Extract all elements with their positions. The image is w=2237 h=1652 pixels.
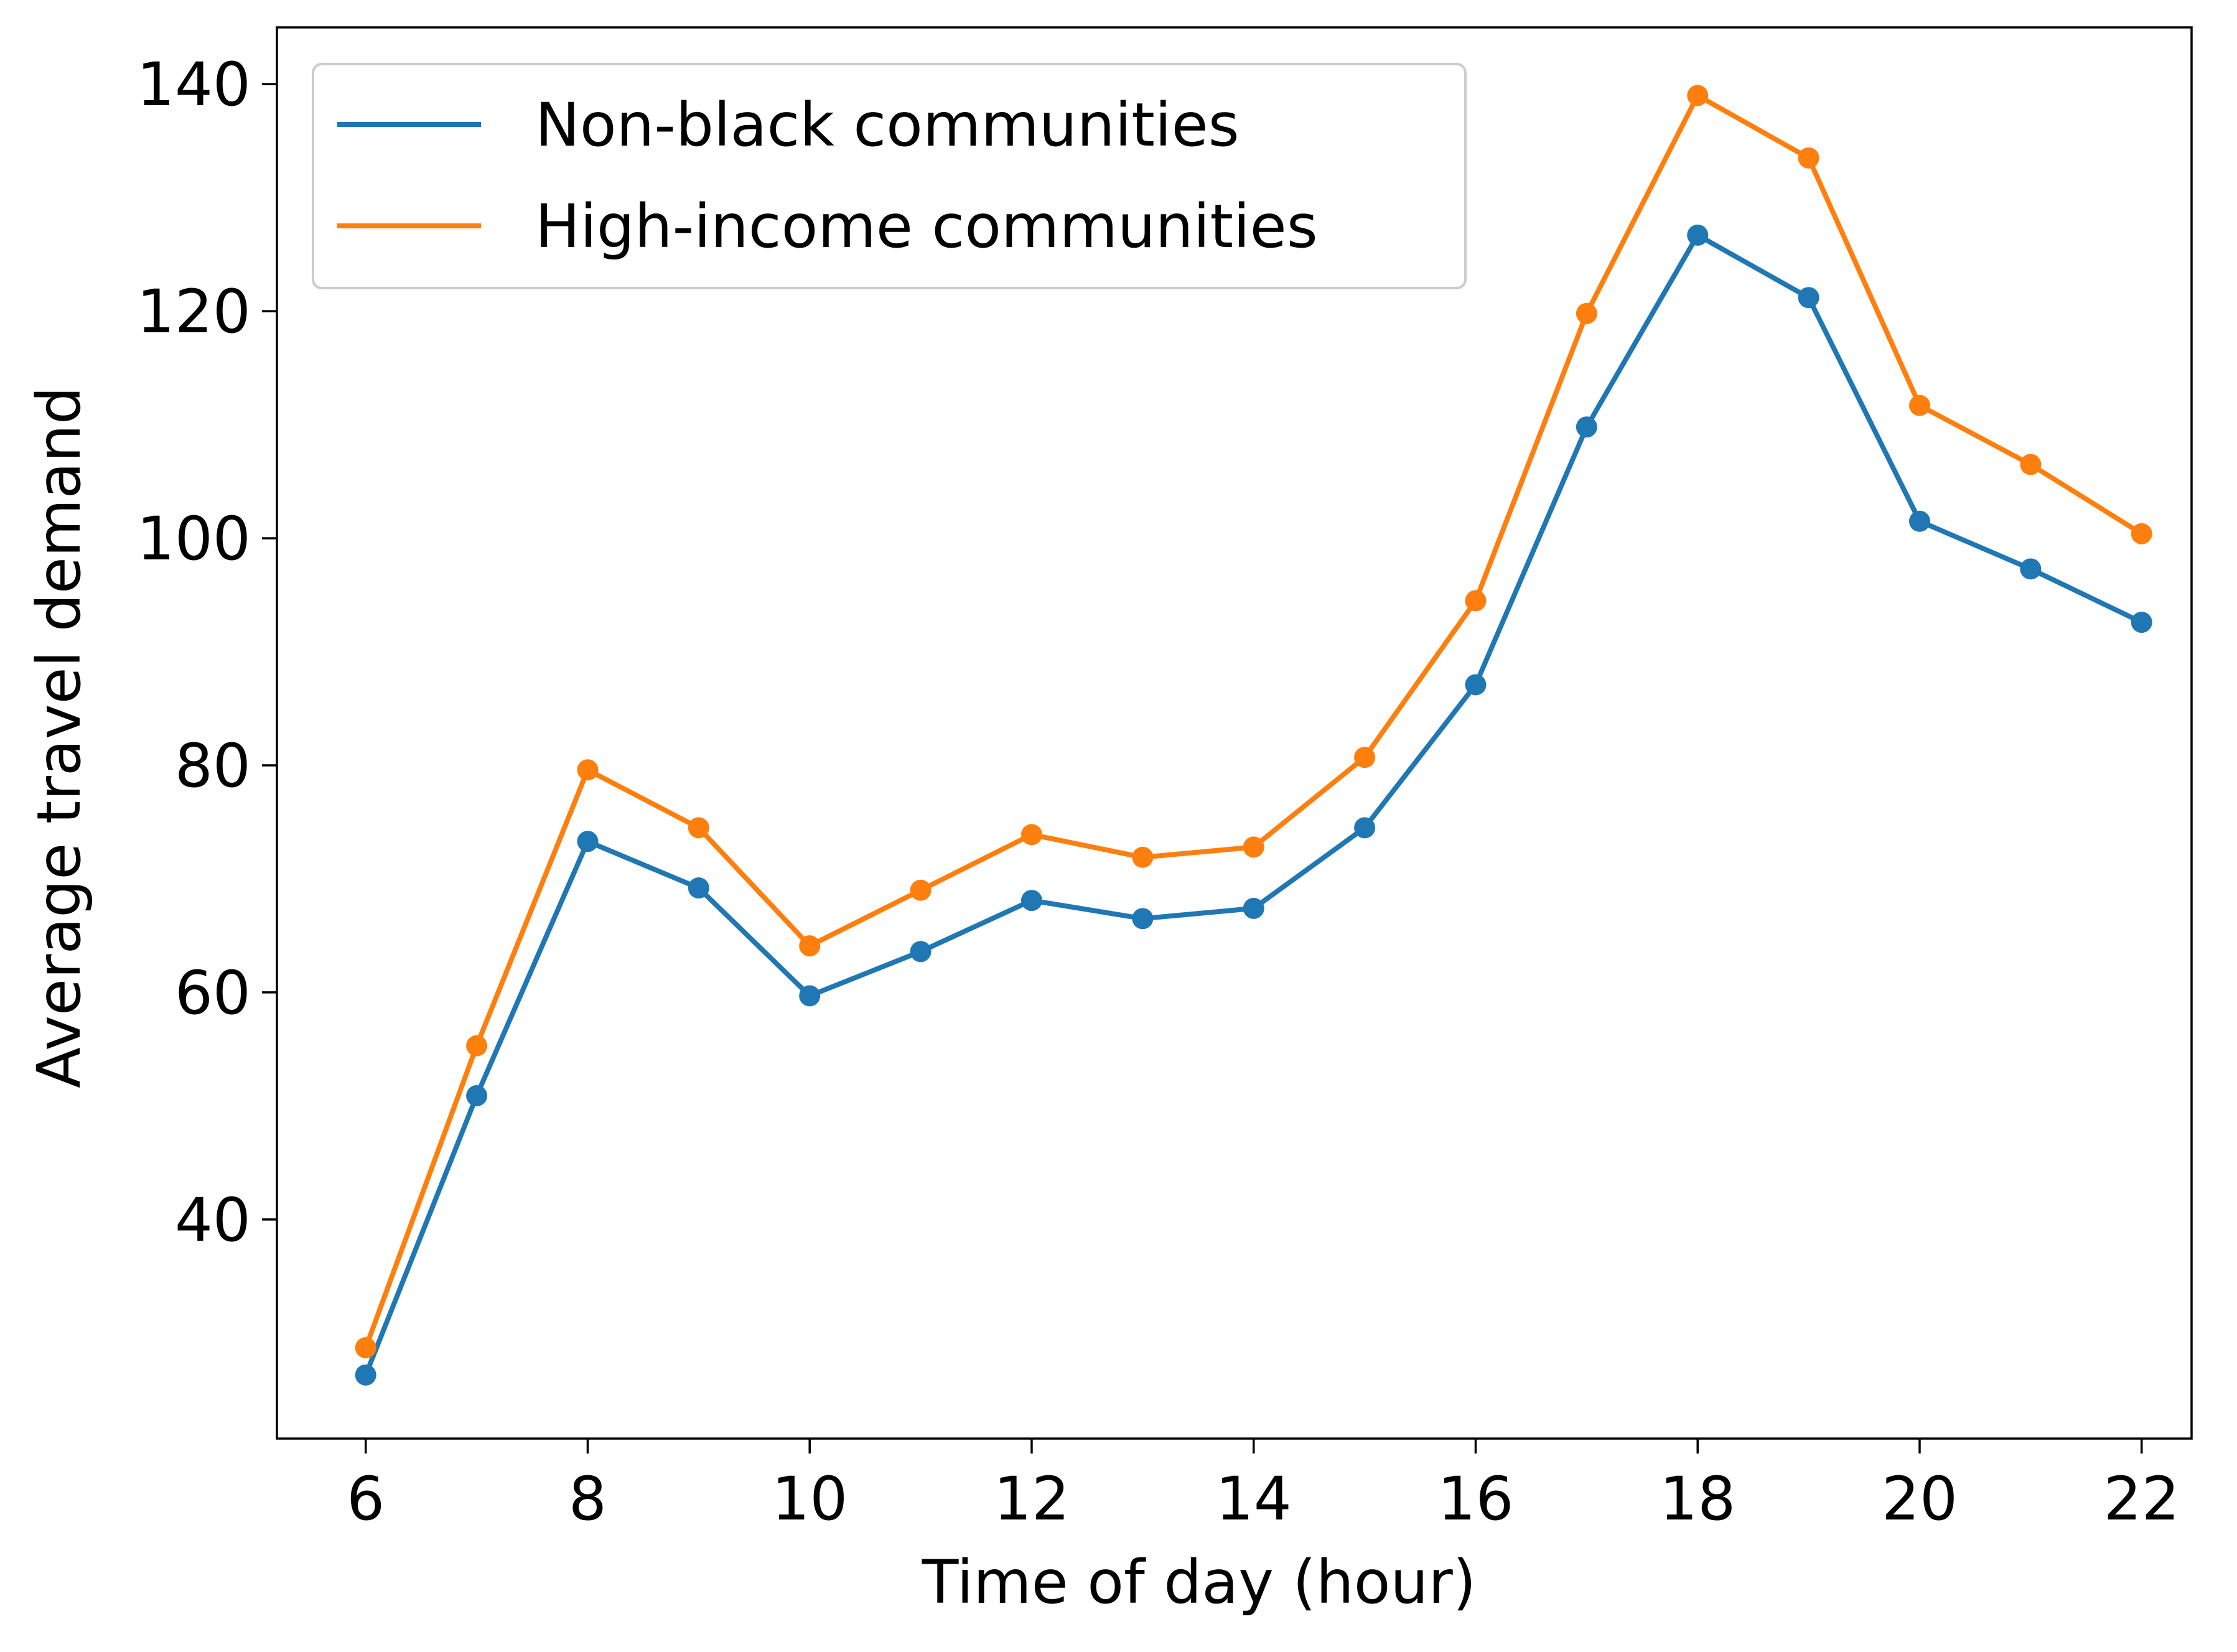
data-point-marker	[1908, 510, 1930, 532]
data-point-marker	[577, 831, 599, 852]
x-tick-label: 16	[1437, 1464, 1513, 1534]
y-tick-label: 40	[175, 1185, 251, 1255]
data-point-marker	[1687, 85, 1709, 106]
y-axis-label: Average travel demand	[24, 386, 94, 1088]
data-point-marker	[1243, 897, 1264, 919]
x-tick-label: 12	[994, 1464, 1070, 1534]
data-point-marker	[910, 879, 932, 901]
x-tick-label: 20	[1882, 1464, 1958, 1534]
x-tick-label: 6	[347, 1464, 385, 1534]
data-point-marker	[1908, 394, 1930, 416]
legend-box	[312, 63, 1467, 289]
data-point-marker	[1798, 147, 1819, 169]
x-tick-label: 8	[569, 1464, 607, 1534]
data-point-marker	[577, 759, 599, 781]
x-axis-label: Time of day (hour)	[922, 1547, 1476, 1617]
y-tick-label: 100	[137, 504, 251, 574]
x-tick-label: 22	[2104, 1464, 2180, 1534]
data-point-marker	[688, 817, 709, 839]
x-tick-label: 10	[772, 1464, 848, 1534]
plot-axes: 6 8 10 12 14 16 18 20 22 40 60 80 100 120 140	[137, 26, 2193, 1534]
data-point-marker	[1354, 817, 1376, 839]
data-point-marker	[355, 1364, 376, 1386]
data-point-marker	[910, 941, 932, 963]
x-tick-label: 18	[1660, 1464, 1735, 1534]
data-point-marker	[1465, 590, 1487, 612]
data-point-marker	[1132, 908, 1154, 930]
y-tick-label: 80	[175, 731, 251, 801]
series-high-income	[355, 85, 2152, 1359]
data-point-marker	[466, 1035, 488, 1057]
data-point-marker	[1576, 416, 1597, 438]
data-point-marker	[2020, 558, 2042, 580]
data-point-marker	[1020, 824, 1042, 846]
plot-frame	[276, 26, 2193, 1440]
data-point-marker	[2131, 523, 2152, 544]
legend-label: Non-black communities	[535, 90, 1240, 160]
data-point-marker	[355, 1337, 376, 1359]
data-point-marker	[799, 985, 821, 1007]
data-point-marker	[1687, 224, 1709, 246]
legend: Non-black communities High-income communi…	[312, 63, 1467, 289]
series-non-black	[355, 224, 2152, 1386]
data-point-marker	[1132, 846, 1154, 868]
y-tick-label: 140	[137, 50, 251, 119]
data-point-marker	[1354, 747, 1376, 768]
x-tick-label: 14	[1216, 1464, 1292, 1534]
data-point-marker	[1798, 287, 1819, 309]
data-point-marker	[1465, 674, 1487, 696]
y-tick-label: 120	[137, 277, 251, 347]
data-point-marker	[1020, 890, 1042, 912]
data-point-marker	[466, 1085, 488, 1106]
data-point-marker	[688, 877, 709, 899]
data-series	[355, 85, 2152, 1386]
data-point-marker	[799, 935, 821, 957]
y-tick-label: 60	[175, 958, 251, 1028]
data-point-marker	[2020, 454, 2042, 475]
data-point-marker	[1243, 836, 1264, 858]
legend-label: High-income communities	[535, 192, 1318, 261]
data-point-marker	[1576, 302, 1597, 324]
data-point-marker	[2131, 612, 2152, 633]
